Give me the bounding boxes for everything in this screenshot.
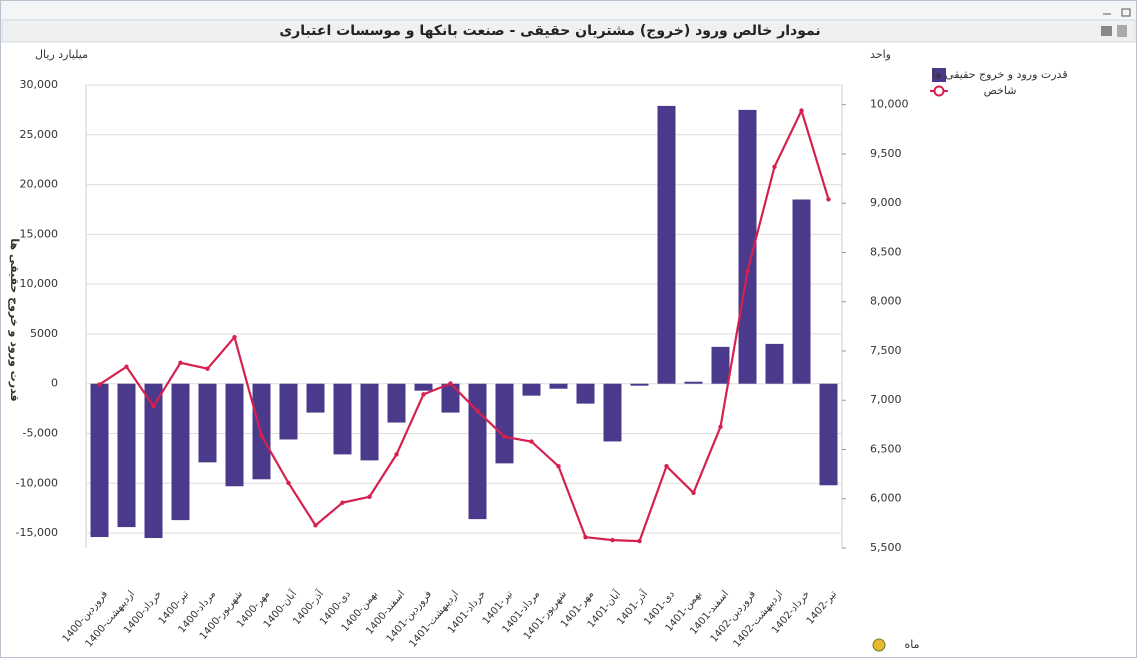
line-point — [394, 452, 399, 457]
bar — [792, 199, 811, 384]
bar — [603, 383, 622, 442]
legend-label: شاخص — [984, 84, 1017, 97]
line-point — [475, 408, 480, 414]
bar — [468, 383, 487, 520]
bar — [549, 383, 568, 389]
line-point — [448, 381, 453, 386]
refresh-icon[interactable] — [872, 638, 886, 652]
window-controls[interactable] — [1103, 8, 1131, 17]
bar — [144, 383, 163, 539]
y2-tick-label: 9,000 — [870, 196, 902, 209]
line-point — [367, 494, 372, 499]
y-axis-title: قدرت ورود و خروج حقیقی ها — [7, 238, 21, 401]
y-tick-label: 10,000 — [20, 277, 59, 290]
line-point — [205, 366, 210, 371]
line-point — [259, 433, 264, 438]
y-tick-label: 25,000 — [20, 128, 59, 141]
line-point — [151, 403, 156, 409]
bar — [765, 343, 784, 384]
line — [98, 107, 830, 543]
bar — [279, 383, 298, 440]
line-point — [232, 334, 237, 340]
y2-tick-label: 7,000 — [870, 393, 902, 406]
bar — [495, 383, 514, 464]
bar — [90, 383, 109, 538]
line-point — [718, 424, 723, 430]
y2-tick-label: 9,500 — [870, 147, 902, 160]
bar — [225, 383, 244, 487]
line-point — [691, 490, 696, 496]
bar — [738, 109, 757, 384]
line-point — [529, 439, 534, 444]
y-tick-label: 0 — [51, 377, 58, 390]
y-tick-label: 30,000 — [20, 78, 59, 91]
bar — [360, 383, 379, 461]
y2-tick-label: 5,500 — [870, 541, 902, 554]
bar — [711, 346, 730, 384]
bar — [198, 383, 217, 463]
line-point — [178, 360, 183, 365]
line-point — [340, 500, 345, 505]
bar — [441, 383, 460, 413]
bar — [819, 383, 838, 486]
bar — [333, 383, 352, 455]
chart-title: نمودار خالص ورود (خروج) مشتریان حقیقی - … — [279, 23, 820, 39]
line-point — [637, 538, 642, 544]
bar — [306, 383, 325, 413]
line-point — [124, 364, 129, 369]
line-point — [556, 464, 561, 469]
bar — [252, 383, 271, 480]
window-bar — [1, 1, 1136, 20]
y2-tick-label: 8,000 — [870, 295, 902, 308]
y2-tick-label: 6,000 — [870, 492, 902, 505]
line-point — [772, 164, 777, 169]
bar — [576, 383, 595, 404]
line-point — [664, 464, 669, 469]
bar — [117, 383, 136, 528]
y-tick-label: -5,000 — [23, 426, 58, 439]
y-tick-label: 20,000 — [20, 178, 59, 191]
y-unit: میلیارد ریال — [35, 48, 88, 61]
y-tick-label: -15,000 — [16, 526, 58, 539]
legend-swatch — [932, 68, 946, 82]
y-tick-label: 15,000 — [20, 227, 59, 240]
y-tick-label: 5000 — [30, 327, 58, 340]
legend-label: قدرت ورود و خروج حقیقی ها — [932, 68, 1067, 81]
y2-tick-label: 10,000 — [870, 98, 909, 111]
y2-tick-label: 8,500 — [870, 245, 902, 258]
y2-tick-label: 7,500 — [870, 344, 902, 357]
bar — [171, 383, 190, 521]
legend-swatch — [933, 85, 945, 97]
line-point — [286, 480, 291, 486]
line-point — [610, 537, 615, 543]
line-point — [313, 523, 318, 528]
line-point — [745, 268, 750, 274]
line-point — [97, 382, 102, 387]
bar — [657, 105, 676, 384]
export-icon[interactable] — [1117, 25, 1127, 37]
y-tick-label: -10,000 — [16, 476, 58, 489]
print-icon[interactable] — [1101, 26, 1112, 36]
y2-unit: واحد — [870, 48, 891, 61]
line-point — [826, 197, 831, 202]
line-point — [502, 434, 507, 439]
bar — [522, 383, 541, 396]
bar — [630, 383, 649, 386]
line-point — [421, 392, 426, 397]
bar — [684, 381, 703, 384]
bar — [387, 383, 406, 423]
bar — [414, 383, 433, 391]
line-point — [583, 534, 588, 540]
x-axis-title: ماه — [904, 638, 919, 651]
y2-tick-label: 6,500 — [870, 442, 902, 455]
title-bar — [1, 19, 1136, 43]
line-point — [799, 108, 804, 113]
